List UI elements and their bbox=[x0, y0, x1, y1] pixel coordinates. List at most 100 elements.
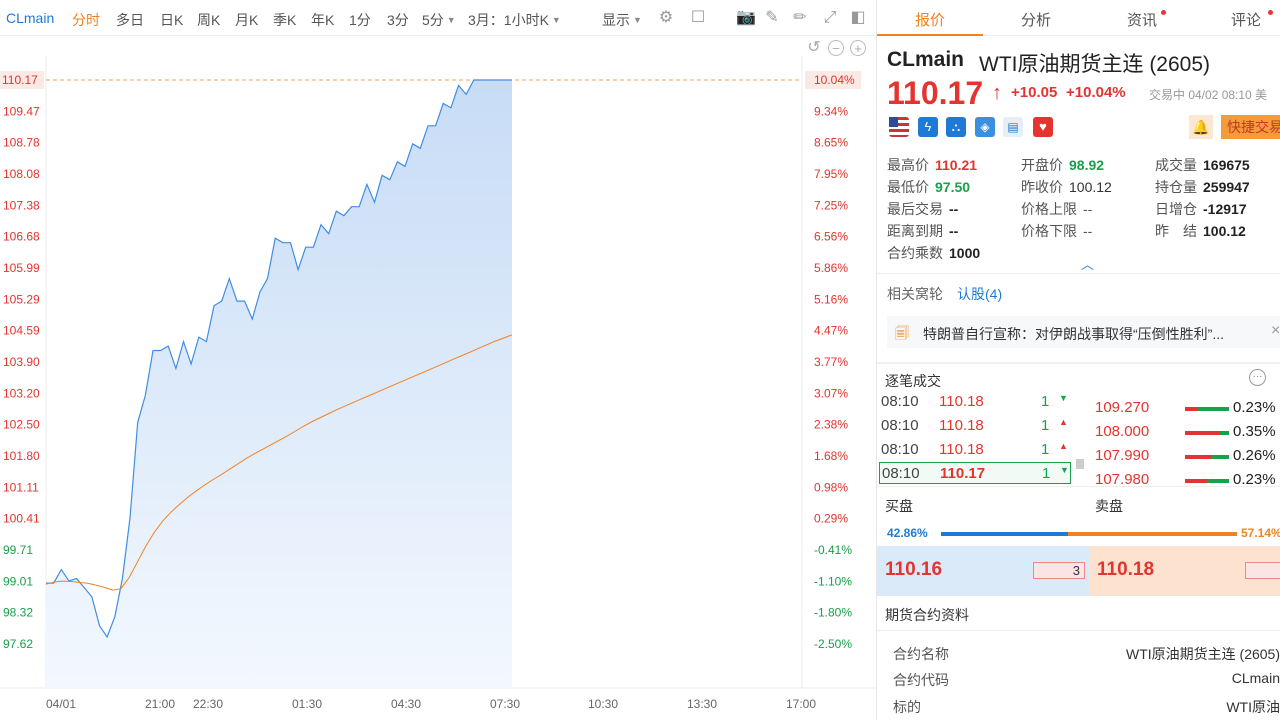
up-triangle-icon: ▲ bbox=[1059, 417, 1068, 427]
camera-icon[interactable]: 📷 bbox=[736, 9, 756, 26]
best-bid-box[interactable]: 110.16 3 bbox=[877, 546, 1089, 596]
symbol-selector[interactable]: CLmain bbox=[6, 10, 55, 26]
y-pct-tick-label: 6.56% bbox=[814, 230, 848, 244]
y-pct-tick-label: 9.34% bbox=[814, 104, 848, 118]
period-tab-weekly[interactable]: 周K bbox=[197, 12, 221, 28]
arrow-up-icon: ↑ bbox=[992, 82, 1002, 104]
x-tick-label: 01:30 bbox=[292, 697, 322, 711]
y-pct-tick-label: 10.04% bbox=[814, 73, 855, 87]
period-tab-1min[interactable]: 1分 bbox=[349, 12, 371, 28]
info-key: 合约代码 bbox=[893, 672, 949, 688]
period-tab-yearly[interactable]: 年K bbox=[311, 12, 335, 28]
period-tab-intraday[interactable]: 分时 bbox=[72, 12, 100, 28]
y-pct-tick-label: 0.29% bbox=[814, 512, 848, 526]
period-tab-daily[interactable]: 日K bbox=[160, 12, 184, 28]
x-tick-label: 07:30 bbox=[490, 697, 520, 711]
y-tick-label: 97.62 bbox=[3, 637, 33, 651]
draw-icon[interactable]: ✏ bbox=[793, 9, 807, 26]
x-tick-label: 17:00 bbox=[786, 697, 816, 711]
fullscreen-icon[interactable]: ⤢ bbox=[823, 9, 837, 26]
y-tick-label: 107.38 bbox=[3, 198, 40, 212]
people-icon[interactable]: ⛬ bbox=[946, 117, 966, 137]
chevron-down-icon: ▼ bbox=[551, 15, 561, 25]
tab-quote[interactable]: 报价 bbox=[915, 12, 946, 29]
chevron-down-icon: ▼ bbox=[633, 15, 642, 25]
chevron-down-icon: ▼ bbox=[446, 15, 456, 25]
zoom-out-icon[interactable]: − bbox=[828, 40, 844, 56]
y-pct-tick-label: 7.95% bbox=[814, 167, 848, 181]
document-icon[interactable]: ▤ bbox=[1003, 117, 1023, 137]
stat-days-to-expiry: 距离到期 -- bbox=[887, 223, 959, 239]
y-tick-label: 108.78 bbox=[3, 136, 40, 150]
stat-multiplier: 合约乘数 1000 bbox=[887, 245, 981, 261]
reset-icon[interactable]: ↺ bbox=[807, 39, 821, 56]
period-tab-multiday[interactable]: 多日 bbox=[116, 12, 144, 28]
y-pct-tick-label: -1.80% bbox=[814, 606, 852, 620]
tab-news[interactable]: 资讯 bbox=[1127, 12, 1158, 29]
scrollbar-thumb[interactable] bbox=[1076, 459, 1084, 469]
panel-toggle-icon[interactable]: ◧ bbox=[850, 9, 866, 26]
zoom-in-icon[interactable]: + bbox=[850, 40, 866, 56]
distribution-bar bbox=[1185, 431, 1229, 435]
contract-period-dropdown[interactable]: 3月：1小时K ▼ bbox=[468, 12, 561, 28]
collapse-chevron-icon[interactable]: ︿ bbox=[1081, 257, 1095, 272]
y-tick-label: 109.47 bbox=[3, 104, 40, 118]
period-dropdown-minutes[interactable]: 5分 ▼ bbox=[422, 12, 456, 28]
x-tick-label: 04/01 bbox=[46, 697, 76, 711]
symbol-code: CLmain bbox=[887, 48, 965, 71]
period-tab-quarterly[interactable]: 季K bbox=[273, 12, 297, 28]
alert-bell-icon[interactable]: 🔔 bbox=[1189, 115, 1213, 139]
ticks-title: 逐笔成交 bbox=[885, 373, 941, 389]
related-warrants-link[interactable]: 认股(4) bbox=[957, 286, 1003, 302]
down-triangle-icon: ▼ bbox=[1060, 465, 1069, 475]
bid-percent: 42.86% bbox=[887, 526, 928, 540]
info-key: 标的 bbox=[893, 699, 921, 715]
y-tick-label: 102.50 bbox=[3, 418, 40, 432]
tab-analysis[interactable]: 分析 bbox=[1021, 12, 1052, 29]
current-pct-tag bbox=[805, 71, 861, 89]
stat-high: 最高价 110.21 bbox=[887, 157, 978, 173]
tick-row: 08:10 110.18 1 ▲ bbox=[881, 417, 1068, 434]
y-tick-label: 101.80 bbox=[3, 449, 40, 463]
y-pct-tick-label: -1.10% bbox=[814, 574, 852, 588]
chart-pane: CLmain 分时 多日 日K 周K 月K 季K 年K 1分 3分 5分 ▼ 3月… bbox=[0, 9, 876, 720]
ask-volume bbox=[1245, 562, 1280, 579]
current-price-tag bbox=[0, 71, 44, 89]
distribution-bar bbox=[1185, 455, 1229, 459]
related-warrants-label: 相关窝轮 bbox=[887, 286, 943, 302]
y-pct-tick-label: -2.50% bbox=[814, 637, 852, 651]
tag-icon[interactable]: ◈ bbox=[975, 117, 995, 137]
stat-daily-oi-change: 日增仓 -12917 bbox=[1155, 201, 1247, 217]
stat-prev-settle: 昨 结 100.12 bbox=[1155, 223, 1246, 239]
stat-open: 开盘价 98.92 bbox=[1021, 157, 1105, 173]
y-pct-tick-label: 2.38% bbox=[814, 418, 848, 432]
info-value: CLmain bbox=[1231, 670, 1280, 686]
intraday-chart[interactable]: 110.17 109.47 108.78 108.08 107.38 106.68 105.… bbox=[0, 36, 876, 720]
y-tick-label: 99.71 bbox=[3, 543, 33, 557]
quick-trade-button[interactable]: 快捷交易 bbox=[1221, 115, 1280, 139]
price-area bbox=[46, 80, 512, 688]
settings-icon[interactable]: ⚙ bbox=[658, 9, 674, 26]
price-distribution-row: 109.270 0.23% bbox=[1095, 399, 1276, 416]
y-pct-tick-label: 8.65% bbox=[814, 136, 848, 150]
tab-comments[interactable]: 评论 bbox=[1231, 12, 1262, 29]
flash-icon[interactable]: ϟ bbox=[918, 117, 938, 137]
y-tick-label: 105.29 bbox=[3, 292, 40, 306]
period-tab-3min[interactable]: 3分 bbox=[387, 12, 409, 28]
annotate-icon[interactable]: ✎ bbox=[765, 9, 779, 26]
stat-last-trade: 最后交易 -- bbox=[887, 201, 959, 217]
heart-icon[interactable]: ♥ bbox=[1033, 117, 1053, 137]
close-icon[interactable]: × bbox=[1271, 322, 1280, 339]
y-tick-label: 108.08 bbox=[3, 167, 40, 181]
chart-style-icon[interactable]: ☐ bbox=[690, 9, 706, 26]
up-triangle-icon: ▲ bbox=[1059, 441, 1068, 451]
y-tick-label: 99.01 bbox=[3, 574, 33, 588]
y-tick-label: 106.68 bbox=[3, 230, 40, 244]
best-ask-box[interactable]: 110.18 bbox=[1089, 546, 1280, 596]
display-dropdown[interactable]: 显示 ▼ bbox=[602, 12, 642, 28]
quote-panel: 报价 分析 资讯 评论 CLmain WTI原油期货主连 (2605) 110.… bbox=[876, 0, 1280, 720]
news-banner[interactable]: 🗐 特朗普自行宣称：对伊朗战事取得“压倒性胜利”... × bbox=[887, 316, 1280, 348]
more-icon[interactable]: ··· bbox=[1249, 369, 1266, 386]
period-tab-monthly[interactable]: 月K bbox=[235, 12, 259, 28]
news-icon: 🗐 bbox=[895, 325, 909, 341]
